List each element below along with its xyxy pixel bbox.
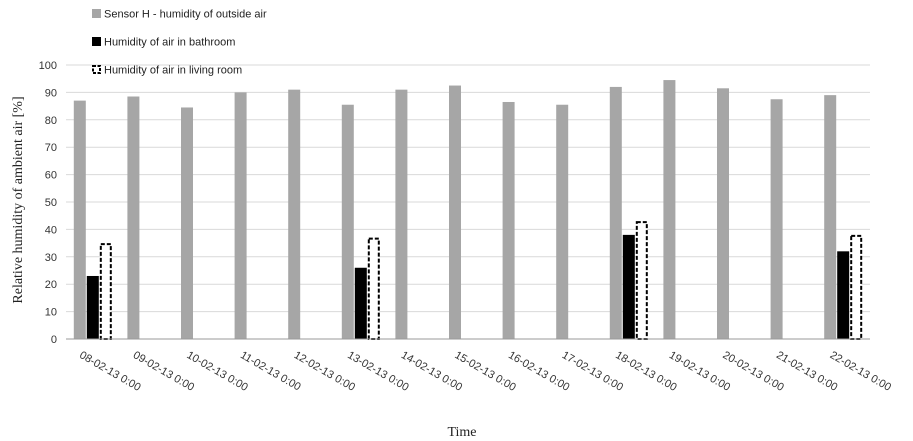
y-axis-tick-labels: 0 10 20 30 40 50 60 70 80 90 100 bbox=[39, 60, 57, 346]
bars bbox=[73, 80, 863, 341]
bar-series-1-08-02-13-0-00 bbox=[73, 100, 86, 340]
y-axis-title: Relative humidity of ambient air [%] bbox=[11, 96, 26, 303]
bar-series-3-13-02-13-0-00 bbox=[367, 237, 380, 340]
legend-swatch bbox=[92, 37, 101, 46]
y-tick-label: 50 bbox=[45, 197, 57, 209]
bar-series-1-16-02-13-0-00 bbox=[502, 101, 515, 340]
y-tick-label: 90 bbox=[45, 87, 57, 99]
bar-series-1-14-02-13-0-00 bbox=[395, 89, 408, 339]
bar-series-1-17-02-13-0-00 bbox=[556, 104, 569, 339]
bar-series-1-21-02-13-0-00 bbox=[770, 99, 783, 339]
bar-series-1-10-02-13-0-00 bbox=[181, 107, 193, 339]
bar-series-1-11-02-13-0-00 bbox=[234, 92, 247, 340]
y-tick-label: 10 bbox=[45, 307, 57, 319]
bar-series-1-18-02-13-0-00 bbox=[609, 86, 622, 339]
x-axis-title: Time bbox=[447, 425, 476, 440]
y-tick-label: 70 bbox=[45, 142, 57, 154]
gridlines bbox=[66, 64, 870, 313]
legend-label: Humidity of air in living room bbox=[104, 65, 242, 77]
bar-series-2-22-02-13-0-00 bbox=[837, 251, 850, 339]
legend-swatch bbox=[92, 65, 101, 74]
legend-label: Humidity of air in bathroom bbox=[104, 37, 235, 49]
y-tick-label: 40 bbox=[45, 224, 57, 236]
legend-swatch bbox=[92, 9, 101, 18]
y-tick-label: 80 bbox=[45, 115, 57, 127]
bar-series-1-09-02-13-0-00 bbox=[127, 96, 140, 339]
bar-series-2-18-02-13-0-00 bbox=[622, 234, 635, 339]
y-tick-label: 20 bbox=[45, 279, 57, 291]
y-tick-label: 0 bbox=[51, 334, 57, 346]
legend: Sensor H - humidity of outside air Humidi… bbox=[92, 9, 267, 77]
bar-series-3-22-02-13-0-00 bbox=[850, 234, 863, 341]
bar-series-1-19-02-13-0-00 bbox=[663, 80, 676, 339]
x-tick-label: 22-02-13 0:00 bbox=[828, 349, 893, 394]
bar-series-1-12-02-13-0-00 bbox=[288, 89, 301, 339]
bar-series-1-13-02-13-0-00 bbox=[341, 104, 354, 339]
y-tick-label: 30 bbox=[45, 252, 57, 264]
bar-series-1-22-02-13-0-00 bbox=[824, 95, 837, 339]
y-tick-label: 60 bbox=[45, 170, 57, 182]
bar-series-2-08-02-13-0-00 bbox=[86, 275, 99, 339]
bar-series-1-20-02-13-0-00 bbox=[717, 88, 729, 339]
y-tick-label: 100 bbox=[39, 60, 57, 72]
bar-series-1-15-02-13-0-00 bbox=[449, 85, 461, 339]
bar-series-3-18-02-13-0-00 bbox=[635, 221, 648, 340]
legend-label: Sensor H - humidity of outside air bbox=[104, 9, 267, 21]
bar-series-3-08-02-13-0-00 bbox=[99, 243, 112, 341]
bar-series-2-13-02-13-0-00 bbox=[354, 267, 367, 339]
